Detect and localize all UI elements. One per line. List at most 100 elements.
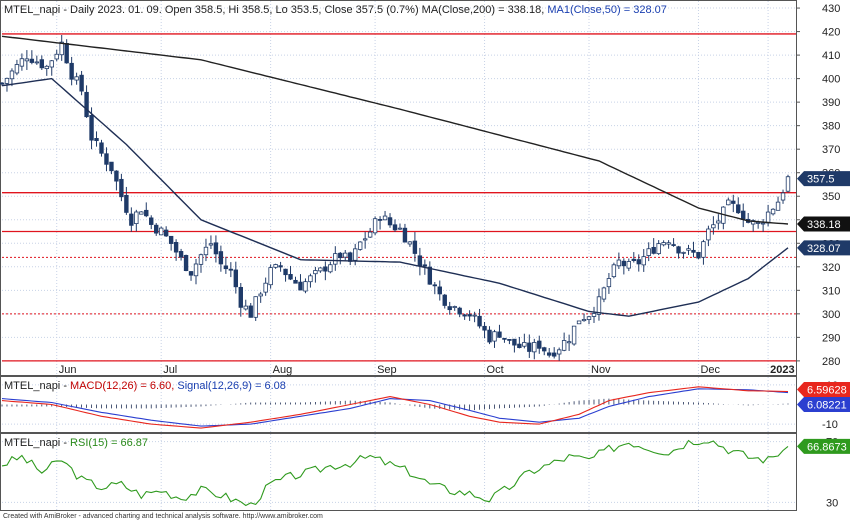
candlestick bbox=[527, 334, 532, 358]
candle-body bbox=[412, 240, 418, 254]
candlestick bbox=[238, 282, 243, 317]
candlestick bbox=[447, 301, 452, 315]
candle-body bbox=[741, 210, 746, 220]
candle-body bbox=[701, 241, 706, 258]
candlestick bbox=[711, 216, 716, 235]
candlestick bbox=[44, 64, 49, 76]
candlestick bbox=[760, 219, 766, 232]
candlestick bbox=[487, 326, 492, 345]
candle-body bbox=[268, 267, 273, 286]
price-title-ma200: MA(Close,200) = 338.18, bbox=[422, 4, 545, 16]
candle-body bbox=[497, 331, 502, 338]
candle-body bbox=[313, 270, 318, 275]
candle-body bbox=[641, 256, 646, 266]
candlestick bbox=[248, 303, 253, 318]
candle-body bbox=[736, 204, 741, 214]
candle-body bbox=[139, 211, 144, 215]
candle-body bbox=[69, 62, 74, 80]
candlestick bbox=[547, 347, 552, 358]
candle-body bbox=[432, 284, 437, 287]
candlestick bbox=[218, 245, 224, 272]
macd-pane-title: MTEL_napi - MACD(12,26) = 6.60, Signal(1… bbox=[4, 380, 286, 392]
candle-body bbox=[119, 178, 124, 198]
candle-body bbox=[74, 76, 79, 81]
candle-body bbox=[770, 208, 776, 215]
tags-layer: 357.5 338.18 328.07 6.59628 6.08221 66.8673 bbox=[797, 171, 850, 454]
candle-body bbox=[651, 246, 656, 254]
candlestick bbox=[626, 258, 632, 272]
candlestick bbox=[228, 262, 234, 278]
candle-body bbox=[477, 315, 482, 327]
candle-body bbox=[711, 224, 716, 229]
y-tick-label: 380 bbox=[822, 121, 840, 133]
candle-body bbox=[278, 265, 283, 268]
candle-body bbox=[691, 249, 696, 253]
candlestick bbox=[49, 60, 54, 76]
candle-body bbox=[447, 306, 452, 311]
candle-body bbox=[283, 268, 288, 276]
candle-body bbox=[54, 53, 59, 60]
candle-body bbox=[188, 271, 194, 276]
candle-body bbox=[253, 296, 258, 318]
candlestick bbox=[641, 249, 646, 272]
candle-body bbox=[407, 241, 413, 245]
candle-body bbox=[318, 267, 323, 272]
y-tick-label: 350 bbox=[822, 191, 840, 203]
candle-body bbox=[571, 325, 577, 345]
x-tick-label: Nov bbox=[591, 364, 611, 376]
ma50-line bbox=[1, 77, 789, 317]
value-tag: 328.07 bbox=[797, 240, 850, 256]
macd-title-symbol: MTEL_napi bbox=[4, 380, 60, 392]
candlestick bbox=[213, 235, 219, 263]
candle-body bbox=[94, 138, 99, 142]
y-tick-label: 390 bbox=[822, 97, 840, 109]
candle-body bbox=[109, 161, 114, 172]
candle-body bbox=[502, 337, 507, 340]
candlestick bbox=[532, 338, 537, 360]
candlestick bbox=[9, 68, 15, 87]
candle-body bbox=[750, 220, 756, 225]
candle-body bbox=[39, 59, 44, 69]
candle-body bbox=[248, 305, 253, 318]
y-tick-label: 320 bbox=[822, 262, 840, 274]
candle-body bbox=[731, 200, 736, 204]
rsi-pane-frame bbox=[0, 433, 797, 511]
candlestick bbox=[512, 338, 517, 353]
candlestick bbox=[134, 209, 139, 232]
candlestick bbox=[109, 161, 114, 175]
candlestick bbox=[571, 325, 577, 346]
price-title-summary: - Daily 2023. 01. 09. Open 358.5, Hi 358… bbox=[60, 4, 421, 16]
x-tick-label: Oct bbox=[487, 364, 504, 376]
candlestick bbox=[681, 251, 686, 259]
candle-body bbox=[144, 209, 149, 217]
candle-body bbox=[89, 115, 94, 141]
macd-title-signal: Signal(12,26,9) = 6.08 bbox=[177, 380, 286, 392]
candlestick bbox=[298, 274, 303, 291]
y-tick-label: 290 bbox=[822, 332, 840, 344]
candle-body bbox=[64, 43, 69, 64]
candlestick bbox=[353, 243, 358, 266]
candle-body bbox=[636, 259, 641, 265]
candlestick bbox=[457, 306, 462, 318]
candle-body bbox=[785, 176, 791, 192]
value-tag-label: 6.08221 bbox=[807, 400, 847, 412]
candle-body bbox=[581, 319, 587, 322]
candle-body bbox=[522, 342, 527, 347]
candlestick bbox=[39, 55, 44, 70]
candle-body bbox=[178, 251, 184, 258]
axis-layer: Jun Jul Aug Sep Oct Nov Dec 2023 280 290 300 310 320… bbox=[59, 3, 841, 509]
candle-body bbox=[646, 248, 651, 256]
candle-body bbox=[661, 242, 666, 246]
candlestick bbox=[407, 241, 413, 247]
candle-body bbox=[263, 282, 268, 293]
candle-body bbox=[681, 251, 686, 254]
candlestick bbox=[775, 196, 781, 211]
candlestick bbox=[59, 34, 64, 61]
candle-body bbox=[427, 266, 433, 285]
candle-body bbox=[0, 82, 5, 85]
candlestick bbox=[328, 261, 333, 274]
candle-body bbox=[19, 58, 25, 67]
candle-body bbox=[29, 58, 35, 63]
ma-layer bbox=[1, 35, 789, 317]
candle-body bbox=[59, 41, 64, 56]
